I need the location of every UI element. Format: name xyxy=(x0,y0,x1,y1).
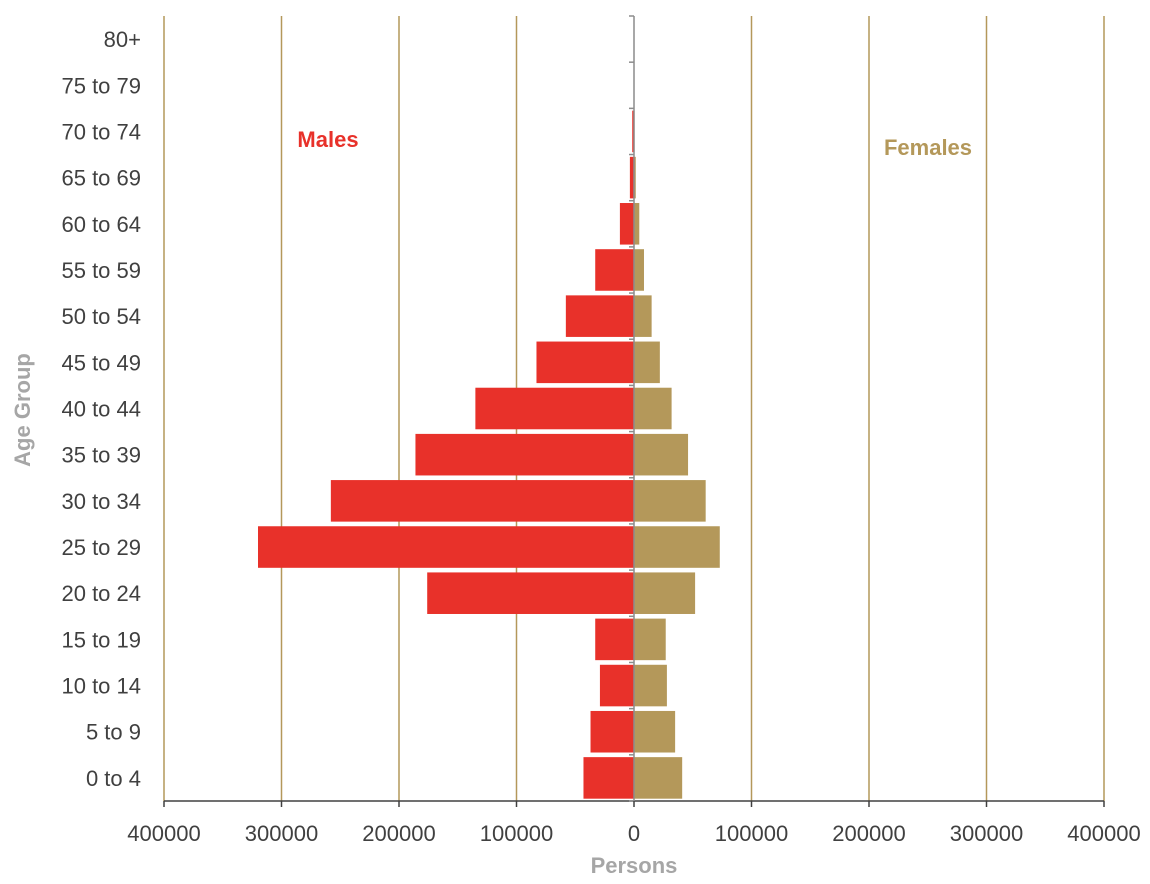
female-bar xyxy=(634,249,644,291)
females-annotation: Females xyxy=(884,135,972,160)
axes xyxy=(163,15,1105,807)
x-tick-label: 0 xyxy=(628,821,640,846)
y-tick-label: 80+ xyxy=(104,27,141,52)
y-tick-label: 10 to 14 xyxy=(61,674,141,699)
male-bar xyxy=(595,249,634,291)
y-tick-label: 20 to 24 xyxy=(61,581,141,606)
x-tick-label: 400000 xyxy=(127,821,200,846)
x-tick-label: 200000 xyxy=(362,821,435,846)
male-bar xyxy=(632,110,634,153)
male-bar xyxy=(619,203,634,245)
y-tick-label: 35 to 39 xyxy=(61,443,141,468)
male-bar xyxy=(536,341,634,384)
vertical-gridlines xyxy=(163,16,1105,801)
female-bar xyxy=(634,480,706,522)
y-tick-label: 40 to 44 xyxy=(61,397,141,422)
male-bar xyxy=(595,618,634,661)
female-bar xyxy=(634,433,689,476)
x-tick-label: 100000 xyxy=(480,821,553,846)
female-bar xyxy=(634,664,667,707)
male-bar xyxy=(565,295,634,337)
female-bar xyxy=(634,203,640,245)
y-tick-label: 50 to 54 xyxy=(61,304,141,329)
male-bar xyxy=(475,387,634,430)
female-bar xyxy=(634,710,676,753)
male-bar xyxy=(427,572,634,614)
y-tick-label: 60 to 64 xyxy=(61,212,141,237)
x-axis-title: Persons xyxy=(591,853,678,878)
males-annotation: Males xyxy=(297,127,358,152)
y-tick-label: 55 to 59 xyxy=(61,258,141,283)
y-tick-label: 15 to 19 xyxy=(61,627,141,652)
y-tick-label: 65 to 69 xyxy=(61,166,141,191)
female-bar xyxy=(634,387,672,430)
x-tick-label: 300000 xyxy=(245,821,318,846)
male-bar xyxy=(583,757,634,799)
female-bar xyxy=(634,572,696,614)
y-tick-label: 70 to 74 xyxy=(61,119,141,144)
y-tick-label: 45 to 49 xyxy=(61,350,141,375)
y-tick-label: 5 to 9 xyxy=(86,720,141,745)
y-tick-label: 0 to 4 xyxy=(86,766,141,791)
y-tick-label: 25 to 29 xyxy=(61,535,141,560)
male-bar xyxy=(590,710,634,753)
female-bar xyxy=(634,618,666,661)
male-bar xyxy=(599,664,634,707)
male-bar xyxy=(629,156,634,199)
female-bar xyxy=(634,757,683,799)
x-tick-label: 200000 xyxy=(832,821,905,846)
female-bar xyxy=(634,156,636,199)
x-tick-label: 100000 xyxy=(715,821,788,846)
female-bar xyxy=(634,341,660,384)
female-bar xyxy=(634,526,720,568)
male-bar xyxy=(415,433,634,476)
y-axis-title: Age Group xyxy=(10,353,35,467)
female-bar xyxy=(634,295,652,337)
male-bar xyxy=(330,480,634,522)
y-tick-label: 30 to 34 xyxy=(61,489,141,514)
x-tick-labels: 400000 300000 200000 100000 0 100000 200000 300… xyxy=(127,821,1140,846)
y-tick-label: 75 to 79 xyxy=(61,73,141,98)
male-bar xyxy=(258,526,634,568)
x-tick-label: 300000 xyxy=(950,821,1023,846)
x-tick-label: 400000 xyxy=(1067,821,1140,846)
y-tick-labels: 0 to 4 5 to 9 10 to 14 15 to 19 20 to 24 25 t… xyxy=(61,27,141,791)
bars xyxy=(258,18,720,799)
